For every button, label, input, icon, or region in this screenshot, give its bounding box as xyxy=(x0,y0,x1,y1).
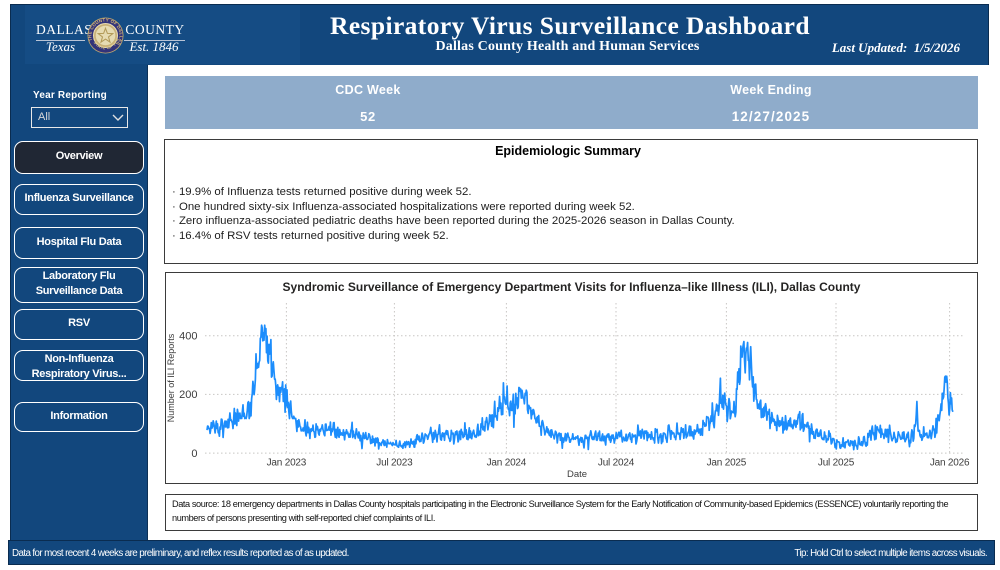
svg-text:Jul 2024: Jul 2024 xyxy=(598,458,635,469)
svg-text:Jan 2024: Jan 2024 xyxy=(487,458,527,469)
svg-text:Jan 2025: Jan 2025 xyxy=(707,458,747,469)
svg-text:Jul 2025: Jul 2025 xyxy=(818,458,855,469)
svg-text:Date: Date xyxy=(567,469,587,480)
svg-text:Jan 2026: Jan 2026 xyxy=(930,458,970,469)
svg-text:0: 0 xyxy=(191,448,197,460)
svg-text:200: 200 xyxy=(179,389,197,401)
svg-text:400: 400 xyxy=(179,331,197,343)
svg-text:Number of ILI Reports: Number of ILI Reports xyxy=(166,333,176,422)
svg-text:Jan 2023: Jan 2023 xyxy=(267,458,307,469)
svg-text:Jul 2023: Jul 2023 xyxy=(376,458,413,469)
